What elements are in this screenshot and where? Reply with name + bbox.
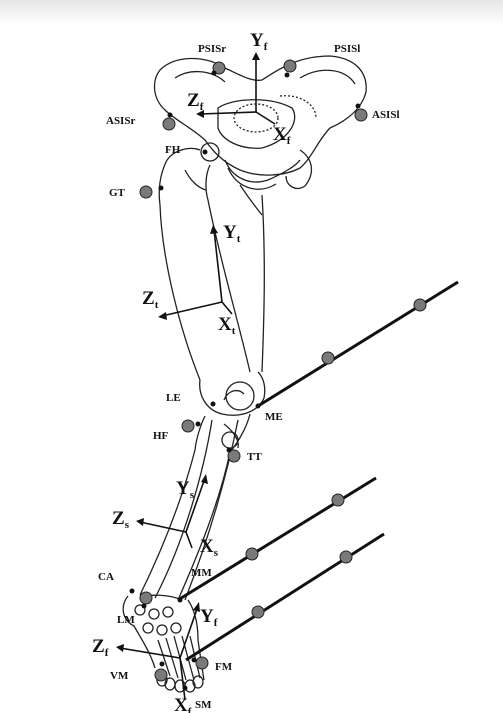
label-gt: GT xyxy=(109,187,126,199)
thigh-z-label: Zt xyxy=(142,288,159,311)
foot-y-label: Yf xyxy=(200,606,218,629)
marker-fh xyxy=(202,149,208,155)
knee-wand-marker-2 xyxy=(321,351,335,365)
marker-tt xyxy=(227,449,241,463)
foot-x-label: Xf xyxy=(174,695,192,713)
shank-x-label: Xs xyxy=(200,536,219,559)
marker-vm xyxy=(154,668,168,682)
marker-hf xyxy=(181,419,195,433)
shank-axes xyxy=(136,474,208,549)
pelvis-x-label: Xf xyxy=(273,124,291,147)
marker-psis-l xyxy=(283,59,297,73)
axis-labels: Yf Zf Xf Yt Zt Xt Ys Zs Xs Yf Zf Xf xyxy=(92,30,291,713)
marker-psis-r xyxy=(212,61,226,75)
thigh-y-label: Yt xyxy=(223,222,241,245)
ankle-wand-marker-1 xyxy=(331,493,345,507)
ankle-wand-marker-2 xyxy=(245,547,259,561)
label-fh: FH xyxy=(165,144,181,156)
marker-mm xyxy=(177,597,183,603)
label-le: LE xyxy=(166,392,181,404)
marker-fm xyxy=(195,656,209,670)
knee-wand xyxy=(257,280,459,408)
label-ca: CA xyxy=(98,571,114,583)
label-psis-l: PSISl xyxy=(334,43,360,55)
label-tt: TT xyxy=(247,451,262,463)
label-psis-r: PSISr xyxy=(198,43,226,55)
foot-axes xyxy=(116,602,200,701)
pelvis-y-label: Yf xyxy=(250,30,268,53)
marker-gt xyxy=(139,185,153,199)
label-hf: HF xyxy=(153,430,169,442)
marker-lm xyxy=(141,603,147,609)
label-mm: MM xyxy=(191,567,212,579)
anatomical-markers xyxy=(129,59,368,691)
label-asis-l: ASISl xyxy=(372,109,400,121)
pelvis-z-label: Zf xyxy=(187,90,204,113)
knee-wand-marker-1 xyxy=(413,298,427,312)
label-fm: FM xyxy=(215,661,233,673)
tibia-fibula xyxy=(139,413,251,601)
femur xyxy=(158,147,266,416)
foot-wand-marker-2 xyxy=(251,605,265,619)
label-vm: VM xyxy=(110,670,129,682)
foot-z-label: Zf xyxy=(92,636,109,659)
marker-le xyxy=(210,401,216,407)
shank-y-label: Ys xyxy=(176,478,195,501)
foot-wand-marker-1 xyxy=(339,550,353,564)
label-asis-r: ASISr xyxy=(106,115,135,127)
pelvis-axes xyxy=(196,52,276,125)
marker-asis-l xyxy=(354,108,368,122)
label-lm: LM xyxy=(117,614,135,626)
marker-asis-r xyxy=(162,117,176,131)
marker-me xyxy=(255,403,261,409)
label-me: ME xyxy=(265,411,283,423)
marker-labels: PSISr PSISl ASISr ASISl FH GT LE ME HF T… xyxy=(98,43,400,711)
marker-ca xyxy=(139,591,153,605)
pelvis xyxy=(153,55,367,190)
marker-wands xyxy=(177,280,459,662)
thigh-x-label: Xt xyxy=(218,314,236,337)
shank-z-label: Zs xyxy=(112,508,130,531)
label-sm: SM xyxy=(195,699,212,711)
thigh-axes xyxy=(158,225,233,320)
